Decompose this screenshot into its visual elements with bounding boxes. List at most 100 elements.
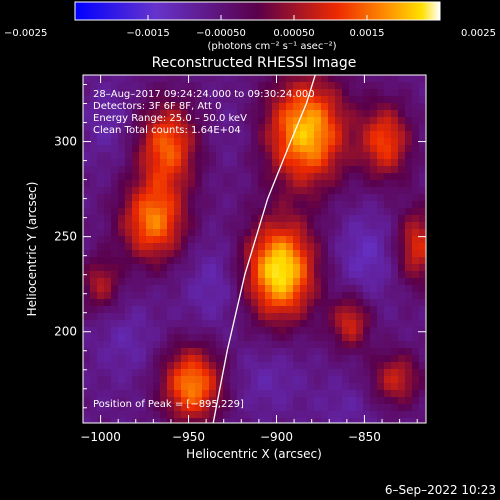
heatmap-cell <box>230 89 238 97</box>
heatmap-cell <box>335 82 343 90</box>
heatmap-cell <box>209 110 217 118</box>
heatmap-cell <box>356 201 364 209</box>
solar-limb-curve <box>212 75 316 423</box>
heatmap-cell <box>237 208 245 216</box>
heatmap-cell <box>314 257 322 265</box>
heatmap-cell <box>286 299 294 307</box>
heatmap-cell <box>307 145 315 153</box>
heatmap-cell <box>118 334 126 342</box>
heatmap-cell <box>251 383 259 391</box>
heatmap-cell <box>125 208 133 216</box>
heatmap-cell <box>181 173 189 181</box>
heatmap-cell <box>139 383 147 391</box>
heatmap-cell <box>328 348 336 356</box>
heatmap-cell <box>328 173 336 181</box>
annotation-time-range: 28–Aug–2017 09:24:24.000 to 09:30:24.000 <box>93 89 315 100</box>
heatmap-cell <box>321 320 329 328</box>
heatmap-cell <box>202 110 210 118</box>
heatmap-cell <box>90 285 98 293</box>
heatmap-cell <box>391 320 399 328</box>
heatmap-cell <box>363 404 371 412</box>
heatmap-cell <box>272 131 280 139</box>
heatmap-cell <box>265 285 273 293</box>
heatmap-cell <box>272 117 280 125</box>
heatmap-cell <box>174 124 182 132</box>
heatmap-cell <box>216 278 224 286</box>
heatmap-cell <box>419 243 426 251</box>
heatmap-cell <box>209 229 217 237</box>
heatmap-cell <box>251 89 259 97</box>
heatmap-cell <box>237 285 245 293</box>
heatmap-cell <box>237 75 245 83</box>
heatmap-cell <box>167 257 175 265</box>
heatmap-cell <box>139 404 147 412</box>
heatmap-cell <box>377 110 385 118</box>
heatmap-cell <box>335 341 343 349</box>
heatmap-cell <box>216 180 224 188</box>
heatmap-cell <box>139 376 147 384</box>
x-tick-label: −900 <box>260 430 293 444</box>
heatmap-cell <box>237 278 245 286</box>
heatmap-cell <box>167 397 175 405</box>
colorbar-tick-label: −0.0015 <box>126 28 169 39</box>
heatmap-cell <box>188 376 196 384</box>
heatmap-cell <box>146 376 154 384</box>
heatmap-cell <box>111 173 119 181</box>
heatmap-cell <box>230 362 238 370</box>
heatmap-cell <box>265 117 273 125</box>
heatmap-cell <box>377 390 385 398</box>
heatmap-cell <box>83 229 91 237</box>
heatmap-cell <box>202 355 210 363</box>
heatmap-cell <box>300 390 308 398</box>
heatmap-cell <box>83 201 91 209</box>
heatmap-cell <box>216 306 224 314</box>
heatmap-cell <box>279 299 287 307</box>
heatmap-cell <box>139 229 147 237</box>
heatmap-cell <box>111 187 119 195</box>
heatmap-cell <box>419 173 426 181</box>
heatmap-cell <box>377 117 385 125</box>
heatmap-cell <box>349 250 357 258</box>
heatmap-cell <box>391 383 399 391</box>
heatmap-cell <box>412 194 420 202</box>
heatmap-cell <box>153 355 161 363</box>
heatmap-cell <box>244 299 252 307</box>
heatmap-cell <box>265 271 273 279</box>
heatmap-cell <box>293 292 301 300</box>
heatmap-cell <box>300 306 308 314</box>
heatmap-cell <box>174 229 182 237</box>
heatmap-cell <box>167 96 175 104</box>
heatmap-cell <box>230 257 238 265</box>
heatmap-cell <box>398 75 406 83</box>
heatmap-cell <box>398 194 406 202</box>
heatmap-cell <box>216 145 224 153</box>
heatmap-cell <box>97 411 105 419</box>
heatmap-cell <box>412 327 420 335</box>
heatmap-cell <box>181 362 189 370</box>
heatmap-cell <box>181 334 189 342</box>
heatmap-cell <box>202 124 210 132</box>
heatmap-cell <box>90 299 98 307</box>
heatmap-cell <box>153 390 161 398</box>
heatmap-cell <box>125 180 133 188</box>
heatmap-cell <box>272 124 280 132</box>
heatmap-cell <box>412 299 420 307</box>
colorbar-tick-label: −0.00050 <box>196 28 246 39</box>
heatmap-cell <box>139 348 147 356</box>
heatmap-cell <box>398 243 406 251</box>
heatmap-cell <box>405 348 413 356</box>
heatmap-cell <box>419 145 426 153</box>
heatmap-cell <box>307 250 315 258</box>
heatmap-cell <box>363 327 371 335</box>
heatmap-cell <box>90 306 98 314</box>
heatmap-cell <box>174 257 182 265</box>
heatmap-cell <box>384 96 392 104</box>
heatmap-cell <box>90 131 98 139</box>
heatmap-cell <box>258 334 266 342</box>
heatmap-cell <box>188 320 196 328</box>
heatmap-cell <box>167 131 175 139</box>
heatmap-cell <box>293 285 301 293</box>
heatmap-cell <box>125 89 133 97</box>
heatmap-cell <box>328 250 336 258</box>
heatmap-cell <box>377 124 385 132</box>
